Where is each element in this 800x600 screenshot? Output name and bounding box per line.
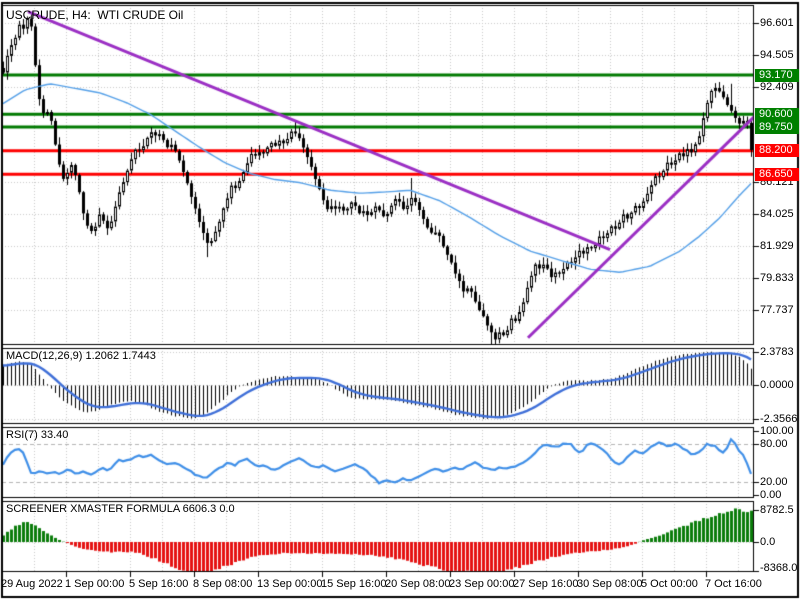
macd-tick-label: -2.3566 <box>760 412 798 425</box>
screener-indicator-label: SCREENER XMASTER FORMULA 6606.3 0.0 <box>6 503 235 515</box>
price-level-badge: 89.750 <box>755 120 799 134</box>
price-level-badge: 93.170 <box>755 68 799 82</box>
rsi-tick-label: 20.00 <box>760 476 788 489</box>
price-level-badge: 88.200 <box>755 144 799 158</box>
time-tick-label: 30 Sep 08:00 <box>577 578 643 590</box>
time-tick-label: 27 Sep 16:00 <box>513 578 579 590</box>
time-tick-label: 20 Sep 08:00 <box>385 578 451 590</box>
time-tick-label: 1 Sep 00:00 <box>65 578 125 590</box>
price-tick-label: 79.833 <box>760 271 794 284</box>
price-tick-label: 77.737 <box>760 303 794 316</box>
price-level-badge: 90.600 <box>755 107 799 121</box>
price-tick-label: 84.025 <box>760 208 794 221</box>
rsi-tick-label: 0.00 <box>760 488 782 501</box>
price-level-badge: 86.650 <box>755 167 799 181</box>
time-tick-label: 29 Aug 2022 <box>1 578 63 590</box>
macd-indicator-label: MACD(12,26,9) 1.2062 1.7443 <box>6 350 156 362</box>
time-tick-label: 15 Sep 16:00 <box>321 578 387 590</box>
time-tick-label: 5 Sep 16:00 <box>129 578 189 590</box>
time-tick-label: 5 Oct 00:00 <box>641 578 698 590</box>
price-tick-label: 94.505 <box>760 48 794 61</box>
price-tick-label: 92.409 <box>760 80 794 93</box>
screener-tick-label: 0.0 <box>760 536 776 548</box>
rsi-indicator-label: RSI(7) 33.40 <box>6 429 69 441</box>
time-tick-label: 13 Sep 00:00 <box>257 578 323 590</box>
price-tick-label: 81.929 <box>760 240 794 253</box>
time-tick-label: 23 Sep 00:00 <box>449 578 515 590</box>
screener-tick-label: -8368.0 <box>760 562 798 574</box>
macd-tick-label: 2.3783 <box>760 346 794 359</box>
price-tick-label: 96.601 <box>760 16 794 29</box>
time-tick-label: 8 Sep 08:00 <box>193 578 253 590</box>
screener-tick-label: 8782.5 <box>760 503 794 516</box>
time-tick-label: 7 Oct 16:00 <box>705 578 762 590</box>
symbol-title: USCRUDE, H4: WTI CRUDE Oil <box>6 8 184 22</box>
rsi-tick-label: 80.00 <box>760 437 788 450</box>
rsi-tick-label: 100.00 <box>760 425 794 438</box>
macd-tick-label: 0.0000 <box>760 379 794 392</box>
